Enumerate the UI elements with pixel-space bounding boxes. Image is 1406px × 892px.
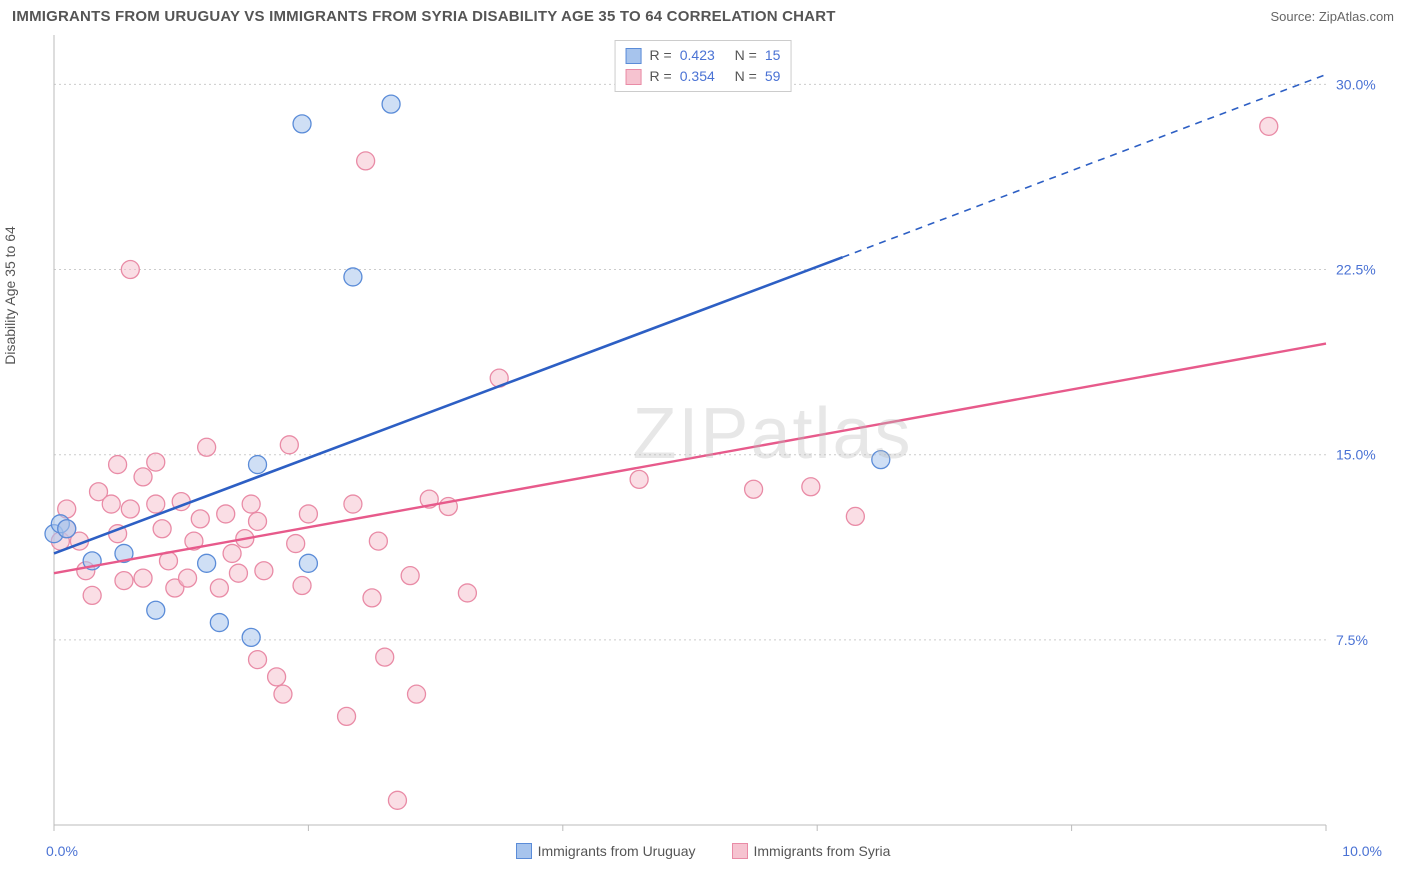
source-label: Source: ZipAtlas.com [1270, 9, 1394, 24]
r-value-2: 0.354 [680, 66, 715, 87]
r-label: R = [650, 45, 672, 66]
series2-swatch [626, 69, 642, 85]
x-min-label: 0.0% [46, 843, 78, 859]
n-value-2: 59 [765, 66, 781, 87]
series-legend: 0.0% Immigrants from Uruguay Immigrants … [0, 843, 1406, 859]
svg-text:22.5%: 22.5% [1336, 262, 1376, 278]
series1-label: Immigrants from Uruguay [538, 843, 696, 859]
series1-swatch [516, 843, 532, 859]
chart-area: Disability Age 35 to 64 ZIPatlas 7.5%15.… [8, 29, 1398, 839]
y-axis-label: Disability Age 35 to 64 [2, 226, 18, 365]
svg-text:30.0%: 30.0% [1336, 76, 1376, 92]
r-label: R = [650, 66, 672, 87]
chart-title: IMMIGRANTS FROM URUGUAY VS IMMIGRANTS FR… [12, 8, 836, 25]
series2-label: Immigrants from Syria [754, 843, 891, 859]
n-label: N = [735, 66, 757, 87]
series2-swatch [732, 843, 748, 859]
series1-swatch [626, 48, 642, 64]
scatter-plot: 7.5% 15.0% 22.5% 30.0% [8, 29, 1396, 839]
n-value-1: 15 [765, 45, 781, 66]
svg-text:7.5%: 7.5% [1336, 632, 1368, 648]
svg-text:15.0%: 15.0% [1336, 447, 1376, 463]
r-value-1: 0.423 [680, 45, 715, 66]
x-max-label: 10.0% [1342, 843, 1382, 859]
correlation-legend: R = 0.423 N = 15 R = 0.354 N = 59 [615, 40, 792, 92]
n-label: N = [735, 45, 757, 66]
